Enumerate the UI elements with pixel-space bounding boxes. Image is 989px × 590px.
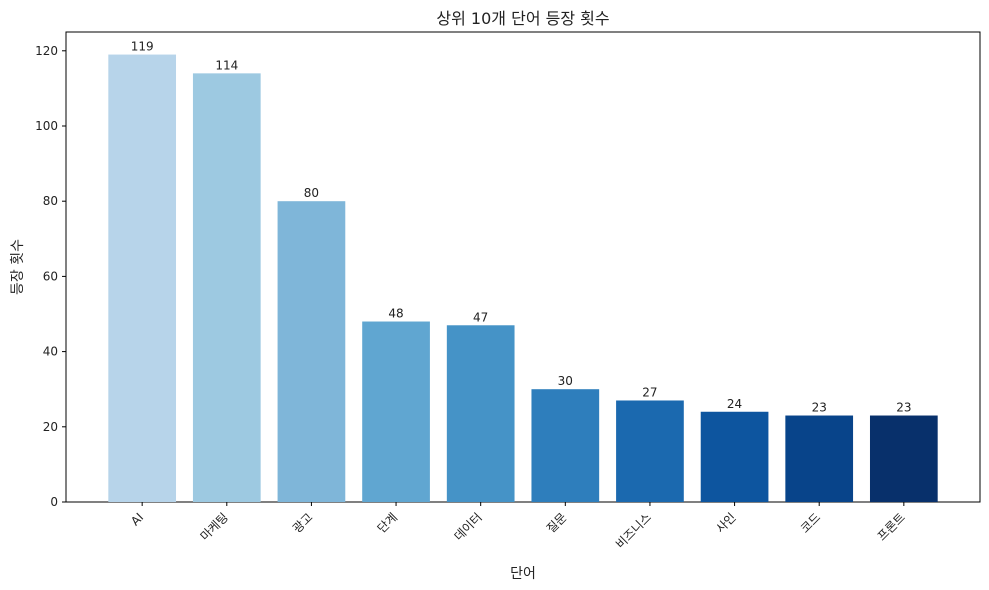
value-label: 47: [473, 310, 488, 324]
y-tick-label: 0: [50, 495, 58, 509]
value-label: 27: [642, 385, 657, 399]
bar: [869, 415, 938, 502]
bar: [785, 415, 854, 502]
bar: [192, 73, 261, 503]
x-tick-label: 데이터: [451, 510, 484, 543]
y-tick-label: 120: [35, 44, 58, 58]
bar: [362, 321, 430, 502]
value-label: 24: [727, 397, 742, 411]
value-label: 119: [131, 40, 154, 54]
y-tick-label: 40: [43, 345, 58, 359]
plot-frame: [65, 31, 981, 503]
y-tick-label: 100: [35, 119, 58, 133]
bar: [108, 54, 177, 503]
bar: [446, 325, 515, 502]
x-tick-label: 광고: [290, 510, 316, 536]
x-tick-label: 코드: [798, 510, 824, 536]
x-tick-label: 단계: [375, 510, 401, 536]
value-label: 23: [812, 401, 827, 415]
value-label: 23: [896, 401, 911, 415]
x-tick-label: AI: [128, 510, 146, 528]
bar: [277, 201, 346, 502]
y-tick-label: 60: [43, 269, 58, 283]
bar: [700, 411, 769, 502]
x-tick-label: 비즈니스: [613, 510, 654, 551]
x-tick-label: 사인: [713, 510, 739, 536]
x-tick-label: 마케팅: [198, 510, 231, 543]
chart-title: 상위 10개 단어 등장 횟수: [436, 9, 609, 28]
y-tick-label: 20: [43, 420, 58, 434]
x-axis-label: 단어: [510, 566, 536, 582]
value-label: 48: [388, 307, 403, 321]
y-tick-label: 80: [43, 194, 58, 208]
x-tick-label: 프론트: [875, 510, 908, 543]
bar: [616, 400, 684, 502]
y-axis-label: 등장 횟수: [10, 239, 26, 295]
bar: [531, 389, 600, 502]
value-label: 80: [304, 186, 319, 200]
value-label: 30: [558, 374, 573, 388]
x-tick-label: 질문: [544, 510, 570, 536]
value-label: 114: [215, 58, 238, 72]
